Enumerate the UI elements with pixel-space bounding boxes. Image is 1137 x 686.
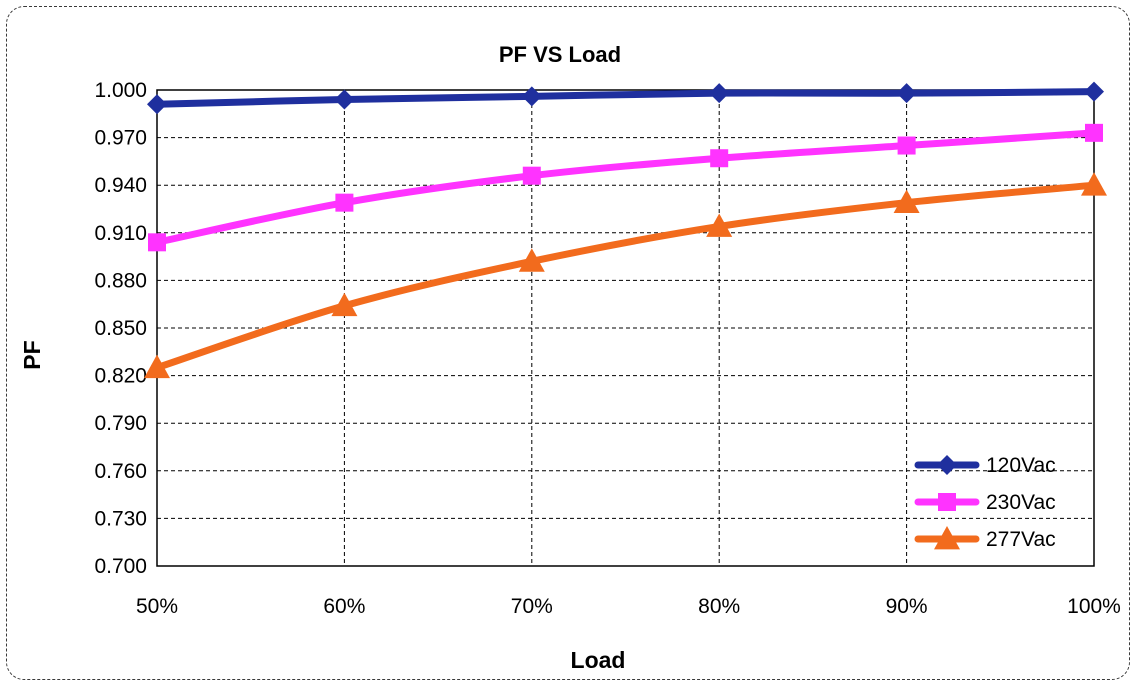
series-120vac [147, 81, 1104, 115]
chart-title: PF VS Load [499, 42, 621, 67]
data-point-230vac [522, 166, 541, 185]
y-tick-label: 0.910 [94, 222, 147, 245]
data-point-277vac [893, 189, 920, 214]
series-230vac [148, 123, 1103, 252]
data-point-277vac [331, 292, 358, 317]
data-point-120vac [147, 94, 167, 115]
legend-label-277vac: 277Vac [986, 528, 1056, 551]
data-point-277vac [1081, 172, 1107, 196]
y-tick-label: 0.760 [94, 460, 147, 483]
series-line-120vac [153, 88, 1098, 108]
x-tick-label: 80% [698, 595, 740, 618]
data-point-120vac [521, 86, 542, 107]
data-point-277vac [518, 248, 545, 272]
data-point-277vac [144, 354, 170, 379]
y-axis-title: PF [19, 340, 45, 369]
y-tick-label: 1.000 [94, 79, 147, 102]
legend-label-230vac: 230Vac [986, 491, 1056, 514]
series-line-277vac [153, 181, 1098, 372]
x-tick-label: 100% [1067, 595, 1121, 618]
legend-label-120vac: 120Vac [986, 454, 1056, 477]
x-tick-label: 70% [511, 595, 553, 618]
data-point-120vac [709, 83, 730, 104]
legend-item-120vac: 120Vac [914, 454, 1056, 477]
data-point-120vac [334, 89, 355, 110]
x-tick-label: 90% [886, 595, 928, 618]
data-point-277vac [706, 213, 733, 237]
y-tick-label: 0.970 [94, 127, 147, 150]
chart-frame [6, 6, 1130, 680]
y-tick-label: 0.700 [94, 555, 147, 578]
x-tick-label: 50% [136, 595, 178, 618]
legend-item-230vac: 230Vac [914, 491, 1056, 514]
y-tick-label: 0.850 [94, 317, 147, 340]
y-tick-label: 0.940 [94, 174, 147, 197]
legend-item-277vac: 277Vac [914, 526, 1056, 551]
x-axis-title: Load [571, 647, 626, 673]
legend-swatch-marker-120vac [937, 455, 957, 475]
legend-swatch-marker-230vac [938, 493, 956, 511]
data-point-230vac [897, 136, 916, 155]
data-point-230vac [335, 193, 354, 212]
y-tick-label: 0.820 [94, 365, 147, 388]
legend: 120Vac 230Vac 277Vac [914, 454, 1056, 551]
data-point-230vac [710, 149, 729, 168]
legend-swatch-marker-277vac [934, 526, 960, 550]
data-point-230vac [148, 233, 166, 252]
plot-area-border [156, 89, 1095, 567]
x-tick-label: 60% [323, 595, 365, 618]
data-point-120vac [1084, 81, 1104, 102]
data-point-120vac [896, 83, 917, 104]
y-tick-label: 0.880 [94, 269, 147, 292]
series-layer [144, 81, 1107, 379]
y-tick-label: 0.730 [94, 507, 147, 530]
series-277vac [144, 172, 1107, 379]
data-point-230vac [1085, 123, 1103, 142]
y-tick-label: 0.790 [94, 412, 147, 435]
axes: 0.700 0.730 0.760 0.790 0.820 0.850 0.880 0.910… [94, 79, 1120, 618]
series-line-230vac [153, 129, 1098, 246]
